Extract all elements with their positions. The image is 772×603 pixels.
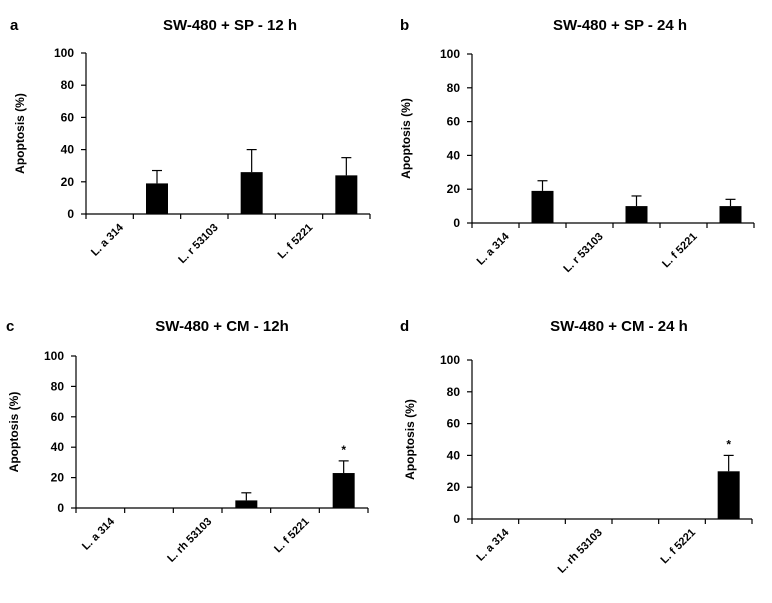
panel-letter: b: [400, 17, 409, 34]
chart-panel-b: b SW-480 + SP - 24 h Apoptosis (%) 0 20 40 60 8…: [399, 17, 755, 275]
y-tick-label: 40: [51, 440, 65, 454]
bar: [335, 175, 358, 214]
y-tick-label: 80: [447, 81, 461, 95]
bar: [235, 500, 258, 508]
y-tick-label: 80: [447, 385, 461, 399]
x-tick-label: L. a 314: [474, 526, 512, 564]
x-tick-label: L. f 5221: [659, 527, 699, 567]
chart-panel-c: c SW-480 + CM - 12h Apoptosis (%) 0 20 40 60 80…: [6, 318, 369, 565]
y-tick-label: 20: [447, 480, 461, 494]
bar: [146, 183, 168, 214]
panel-letter: c: [6, 318, 14, 335]
y-tick-label: 80: [61, 78, 75, 92]
y-tick-label: 40: [61, 143, 75, 157]
bar: [625, 206, 648, 223]
bar: [240, 172, 263, 214]
chart-title: SW-480 + SP - 12 h: [163, 17, 297, 34]
x-tick-label: L. r 53103: [561, 231, 605, 275]
x-tick-label: L. f 5221: [272, 516, 312, 556]
y-tick-label: 100: [44, 349, 64, 363]
significance-marker: *: [726, 437, 731, 451]
chart-panel-d: d SW-480 + CM - 24 h Apoptosis (%) 0 20 40 60 8…: [400, 318, 753, 576]
y-tick-label: 80: [51, 379, 65, 393]
y-tick-label: 0: [57, 501, 64, 515]
x-tick-label: L. a 314: [475, 230, 513, 268]
panel-letter: d: [400, 318, 409, 335]
y-tick-label: 60: [51, 410, 65, 424]
y-tick-label: 60: [447, 417, 461, 431]
x-tick-label: L. a 314: [80, 515, 118, 553]
chart-title: SW-480 + CM - 12h: [155, 318, 288, 335]
bar: [717, 471, 740, 519]
y-tick-label: 40: [447, 448, 461, 462]
x-tick-label: L. f 5221: [660, 231, 700, 271]
y-tick-label: 20: [447, 182, 461, 196]
x-tick-label: L. rh 53103: [165, 516, 214, 565]
chart-title: SW-480 + CM - 24 h: [550, 318, 688, 335]
y-tick-label: 100: [54, 46, 74, 60]
chart-title: SW-480 + SP - 24 h: [553, 17, 687, 34]
bar: [719, 206, 742, 223]
y-tick-label: 20: [61, 175, 75, 189]
y-tick-label: 0: [453, 216, 460, 230]
chart-panel-a: a SW-480 + SP - 12 h Apoptosis (%) 0 20 40 60 8…: [10, 17, 371, 266]
panel-letter: a: [10, 17, 19, 34]
x-tick-label: L. f 5221: [276, 222, 316, 262]
y-tick-label: 20: [51, 471, 65, 485]
y-axis-label: Apoptosis (%): [13, 93, 27, 174]
x-tick-label: L. r 53103: [176, 222, 220, 266]
x-tick-label: L. a 314: [89, 221, 127, 259]
y-tick-label: 60: [447, 115, 461, 129]
y-tick-label: 100: [440, 47, 460, 61]
x-tick-label: L. rh 53103: [556, 527, 605, 576]
significance-marker: *: [341, 443, 346, 457]
y-axis-label: Apoptosis (%): [399, 98, 413, 179]
y-tick-label: 0: [453, 512, 460, 526]
y-axis-label: Apoptosis (%): [403, 399, 417, 480]
bar: [531, 190, 554, 223]
y-tick-label: 100: [440, 353, 460, 367]
y-tick-label: 60: [61, 110, 75, 124]
y-tick-label: 40: [447, 148, 461, 162]
bar: [332, 473, 355, 508]
y-tick-label: 0: [67, 207, 74, 221]
y-axis-label: Apoptosis (%): [7, 392, 21, 473]
